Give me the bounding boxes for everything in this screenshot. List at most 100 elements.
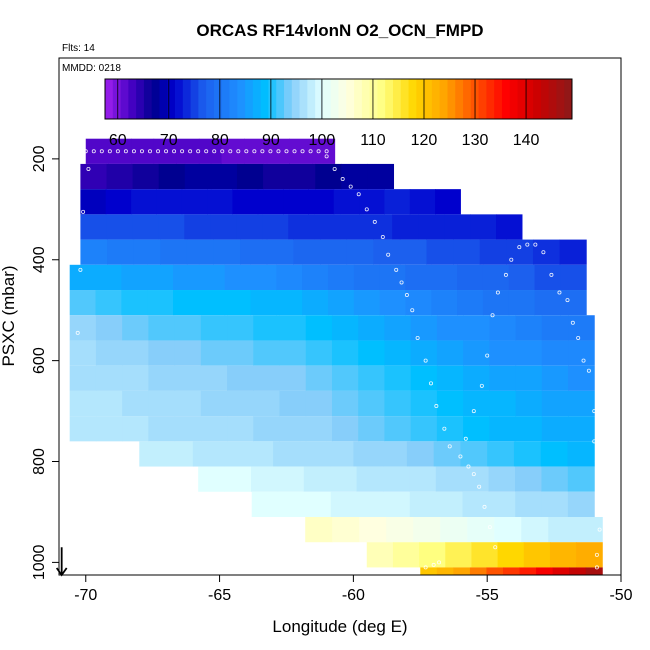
- heat-cell: [575, 517, 603, 543]
- track-point: [431, 562, 436, 567]
- heat-cell: [567, 491, 595, 517]
- track-point: [81, 209, 86, 214]
- colorbar-segment: [377, 79, 386, 119]
- heat-cell: [305, 365, 333, 391]
- track-point: [434, 404, 439, 409]
- colorbar-tick-label: 120: [411, 132, 438, 149]
- track-point: [437, 560, 442, 565]
- heat-cell: [173, 264, 200, 291]
- track-point: [466, 464, 471, 469]
- heat-cell: [227, 390, 254, 417]
- heat-cell: [341, 163, 368, 190]
- colorbar-segment: [143, 79, 153, 119]
- track-point: [594, 489, 599, 494]
- heat-cell: [331, 315, 359, 341]
- heat-cell: [392, 214, 419, 240]
- heat-cell: [302, 290, 329, 316]
- heat-cell: [536, 567, 554, 575]
- colorbar-segment: [276, 79, 285, 119]
- track-point: [594, 565, 599, 570]
- heat-cell: [406, 441, 435, 467]
- heat-cell: [263, 163, 290, 190]
- track-point: [517, 245, 522, 250]
- heat-cell: [95, 264, 122, 291]
- heat-cell: [358, 315, 385, 341]
- heat-cell: [122, 416, 149, 442]
- track-point: [260, 149, 265, 154]
- colorbar-segment: [416, 79, 425, 119]
- track-point: [557, 290, 562, 295]
- heat-cell: [283, 189, 309, 215]
- heat-cell: [431, 264, 458, 291]
- heat-cell: [392, 542, 420, 568]
- heat-cell: [384, 189, 411, 215]
- track-point: [324, 149, 329, 154]
- heat-cell: [95, 416, 123, 442]
- heat-cell: [482, 264, 510, 291]
- heat-cell: [541, 315, 569, 341]
- heat-cell: [384, 390, 412, 417]
- heat-cell: [383, 491, 411, 517]
- track-point: [324, 154, 329, 159]
- heat-cell: [470, 214, 497, 240]
- track-point: [236, 149, 241, 154]
- heat-cell: [227, 365, 254, 391]
- heat-cell: [253, 365, 281, 391]
- heat-cell: [80, 214, 107, 240]
- heat-cell: [331, 340, 359, 366]
- track-point: [115, 149, 120, 154]
- heat-cell: [276, 264, 303, 291]
- track-point: [308, 149, 313, 154]
- x-tick-label: -50: [609, 587, 632, 604]
- chart-title: ORCAS RF14vlonN O2_OCN_FMPD: [196, 21, 483, 40]
- heat-cell: [198, 466, 226, 492]
- heat-cell: [95, 290, 122, 316]
- heat-cell: [384, 315, 412, 341]
- track-point: [404, 293, 409, 298]
- heat-cell: [303, 466, 331, 492]
- heat-cell: [266, 239, 294, 265]
- colorbar-segment: [182, 79, 192, 119]
- colorbar-segment: [346, 79, 355, 119]
- heat-cell: [331, 416, 359, 442]
- heat-cell: [224, 290, 251, 316]
- track-point: [482, 504, 487, 509]
- colorbar-segment: [509, 79, 518, 119]
- heat-cell: [366, 542, 394, 568]
- heat-cell: [192, 441, 221, 467]
- heat-cell: [549, 542, 577, 568]
- colorbar-segment: [494, 79, 503, 119]
- colorbar-segment: [439, 79, 448, 119]
- colorbar-segment: [159, 79, 168, 119]
- heat-cell: [69, 416, 97, 442]
- heat-cell: [568, 315, 595, 341]
- heat-cell: [95, 365, 123, 391]
- colorbar-segment: [361, 79, 371, 119]
- heat-cell: [198, 264, 226, 291]
- heat-cell: [305, 416, 333, 442]
- heat-cell: [405, 290, 432, 316]
- colorbar-segment: [354, 79, 363, 119]
- heat-cell: [174, 365, 202, 391]
- colorbar-segment: [105, 79, 114, 119]
- heat-cell: [405, 264, 432, 291]
- heat-cell: [315, 163, 342, 190]
- heat-cell: [384, 340, 412, 366]
- heat-cell: [462, 466, 490, 492]
- y-tick-label: 1000: [31, 544, 48, 580]
- heat-cell: [148, 390, 176, 417]
- heat-cell: [132, 214, 159, 240]
- colorbar-segment: [556, 79, 565, 119]
- heat-cell: [515, 416, 543, 442]
- heat-cell: [279, 390, 307, 417]
- heat-cell: [304, 491, 332, 517]
- heat-cell: [496, 214, 523, 240]
- heat-cell: [358, 416, 385, 442]
- colorbar-segment: [478, 79, 487, 119]
- heat-cell: [253, 390, 281, 417]
- heat-cell: [357, 491, 384, 517]
- colorbar-segment: [213, 79, 223, 119]
- heat-cell: [122, 390, 149, 417]
- heat-cell: [262, 214, 289, 240]
